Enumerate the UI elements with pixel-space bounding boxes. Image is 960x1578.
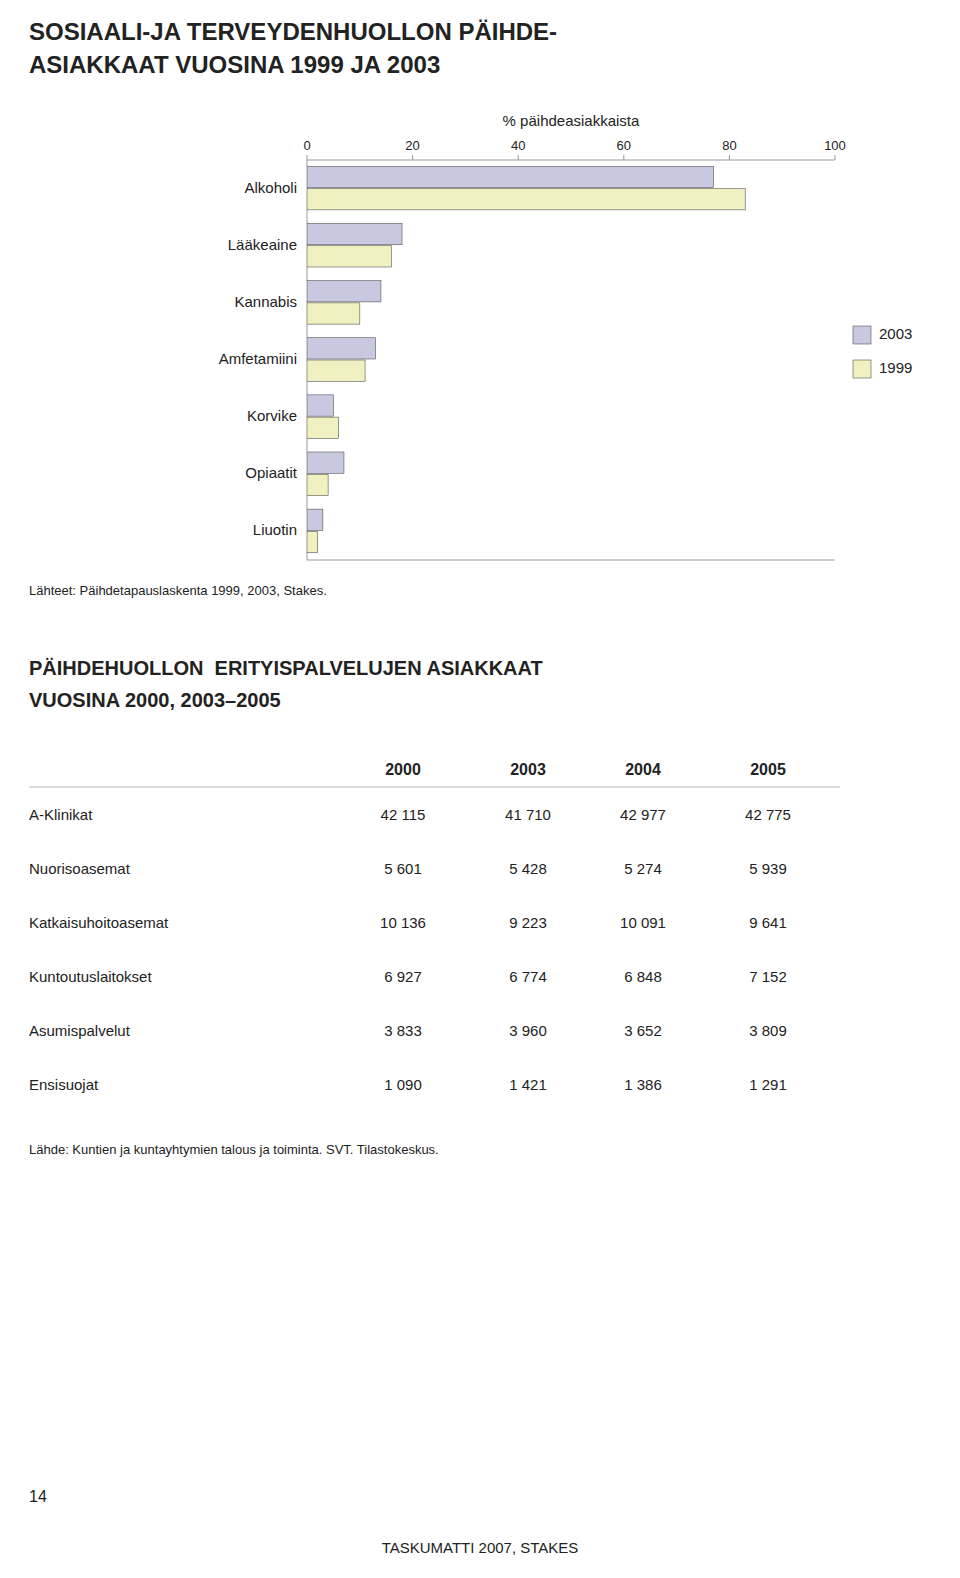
x-axis: 0 20 40 60 80 100 % päihdeasiakkaista (303, 112, 845, 160)
tick-label: 60 (617, 138, 631, 153)
chart-title: SOSIAALI-JA TERVEYDENHUOLLON PÄIHDE- ASIA… (29, 18, 557, 78)
bar (307, 303, 360, 324)
legend: 2003 1999 (853, 325, 912, 378)
bar (307, 246, 391, 267)
table-cell: 6 848 (624, 968, 662, 985)
table-title: PÄIHDEHUOLLON ERITYISPALVELUJEN ASIAKKAA… (29, 657, 543, 711)
bar (307, 531, 318, 552)
tick-label: 100 (824, 138, 846, 153)
table-row-label: Nuorisoasemat (29, 860, 131, 877)
bar (307, 360, 365, 381)
category-label: Amfetamiini (219, 350, 297, 367)
table-cell: 42 775 (745, 806, 791, 823)
table-cell: 9 641 (749, 914, 787, 931)
table-row-label: Katkaisuhoitoasemat (29, 914, 169, 931)
bar (307, 338, 376, 359)
table-cell: 10 091 (620, 914, 666, 931)
table-cell: 42 977 (620, 806, 666, 823)
tick-mark (518, 155, 519, 160)
category-label: Kannabis (234, 293, 297, 310)
source-note: Lähteet: Päihdetapauslaskenta 1999, 2003… (29, 583, 327, 598)
bar (307, 417, 339, 438)
table-header: 2000 (385, 761, 421, 778)
category-label: Lääkeaine (228, 236, 297, 253)
legend-swatch (853, 326, 871, 344)
table-row-label: Asumispalvelut (29, 1022, 131, 1039)
tick-mark (412, 155, 413, 160)
table-header: 2004 (625, 761, 661, 778)
table-cell: 7 152 (749, 968, 787, 985)
legend-swatch (853, 360, 871, 378)
table-cell: 3 652 (624, 1022, 662, 1039)
tick-mark (729, 155, 730, 160)
tick-label: 80 (722, 138, 736, 153)
page: SOSIAALI-JA TERVEYDENHUOLLON PÄIHDE- ASIA… (0, 0, 960, 1578)
category-label: Liuotin (253, 521, 297, 538)
table-cell: 42 115 (381, 806, 426, 823)
table-cell: 5 601 (384, 860, 422, 877)
table-cell: 6 774 (509, 968, 547, 985)
bar (307, 166, 714, 187)
chart-title-line: ASIAKKAAT VUOSINA 1999 JA 2003 (29, 51, 440, 78)
tick-label: 20 (405, 138, 419, 153)
table-cell: 1 291 (749, 1076, 787, 1093)
table-rule (29, 787, 840, 788)
tick-mark (835, 155, 836, 160)
background (0, 0, 960, 1578)
table-cell: 3 833 (384, 1022, 422, 1039)
table-cell: 1 090 (384, 1076, 422, 1093)
table-cell: 10 136 (380, 914, 426, 931)
table-cell: 1 421 (509, 1076, 547, 1093)
tick-label: 0 (303, 138, 310, 153)
table-header: 2005 (750, 761, 786, 778)
bar (307, 223, 402, 244)
table-title-line: PÄIHDEHUOLLON ERITYISPALVELUJEN ASIAKKAA… (29, 657, 543, 679)
footer: TASKUMATTI 2007, STAKES (382, 1539, 579, 1556)
table-cell: 41 710 (505, 806, 551, 823)
category-label: Alkoholi (244, 179, 297, 196)
category-label: Opiaatit (245, 464, 298, 481)
bar (307, 281, 381, 302)
plot-bottom-line (307, 560, 835, 561)
table-cell: 5 274 (624, 860, 662, 877)
table-row-label: Ensisuojat (29, 1076, 99, 1093)
axis-line (307, 160, 835, 161)
legend-label: 1999 (879, 359, 912, 376)
table: 2000 2003 2004 2005 A-Klinikat 42 115 41 710 42… (29, 761, 840, 1093)
table-title-line: VUOSINA 2000, 2003–2005 (29, 689, 281, 711)
bar (307, 509, 323, 530)
table-cell: 9 223 (509, 914, 547, 931)
bar (307, 395, 333, 416)
table-cell: 1 386 (624, 1076, 662, 1093)
bars (307, 166, 745, 552)
axis-label: % päihdeasiakkaista (503, 112, 640, 129)
table-cell: 5 939 (749, 860, 787, 877)
table-row-label: Kuntoutuslaitokset (29, 968, 152, 985)
bar (307, 189, 745, 210)
page-number: 14 (29, 1488, 47, 1505)
table-cell: 6 927 (384, 968, 422, 985)
tick-mark (307, 155, 308, 160)
bar (307, 452, 344, 473)
y-axis: Alkoholi Lääkeaine Kannabis Amfetamiini Korv… (219, 179, 298, 539)
chart-title-line: SOSIAALI-JA TERVEYDENHUOLLON PÄIHDE- (29, 18, 557, 45)
legend-label: 2003 (879, 325, 912, 342)
table-cell: 3 809 (749, 1022, 787, 1039)
table-cell: 5 428 (509, 860, 547, 877)
table-cell: 3 960 (509, 1022, 547, 1039)
source-note: Lähde: Kuntien ja kuntayhtymien talous j… (29, 1142, 439, 1157)
table-row-label: A-Klinikat (29, 806, 93, 823)
tick-mark (623, 155, 624, 160)
bar (307, 474, 328, 495)
table-header: 2003 (510, 761, 546, 778)
tick-label: 40 (511, 138, 525, 153)
category-label: Korvike (247, 407, 297, 424)
